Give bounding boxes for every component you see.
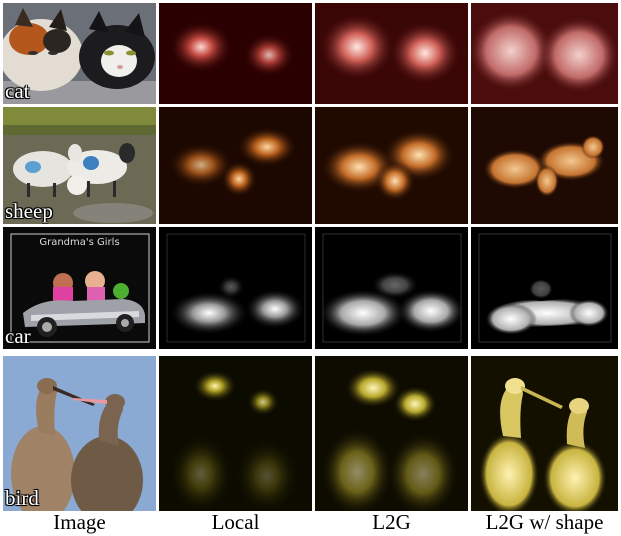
column-title-l2g: L2G: [372, 510, 411, 534]
row-label-bird: bird: [5, 486, 39, 510]
sheep-l2g-shape-map: [471, 107, 618, 224]
figure-grid: cat: [3, 3, 618, 511]
row-label-sheep: sheep: [5, 199, 53, 223]
car-image: Grandma's Girls car: [3, 227, 156, 349]
cat-local-map: [159, 3, 312, 104]
sheep-local-map: [159, 107, 312, 224]
bird-l2g-map: [315, 356, 468, 511]
row-label-car: car: [5, 324, 31, 348]
column-title-local: Local: [211, 510, 260, 534]
column-title-l2g-shape: L2G w/ shape: [485, 510, 604, 534]
cat-image: cat: [3, 3, 156, 104]
car-l2g-shape-map: [471, 227, 618, 349]
cat-l2g-shape-map: [471, 3, 618, 104]
car-l2g-map: [315, 227, 468, 349]
car-inset-text: Grandma's Girls: [39, 237, 120, 248]
car-local-map: [159, 227, 312, 349]
column-title-image: Image: [53, 510, 106, 534]
sheep-l2g-map: [315, 107, 468, 224]
sheep-image: sheep: [3, 107, 156, 224]
bird-local-map: [159, 356, 312, 511]
row-label-cat: cat: [5, 79, 30, 103]
bird-image: bird: [3, 356, 156, 511]
bird-l2g-shape-map: [471, 356, 618, 511]
cat-l2g-map: [315, 3, 468, 104]
